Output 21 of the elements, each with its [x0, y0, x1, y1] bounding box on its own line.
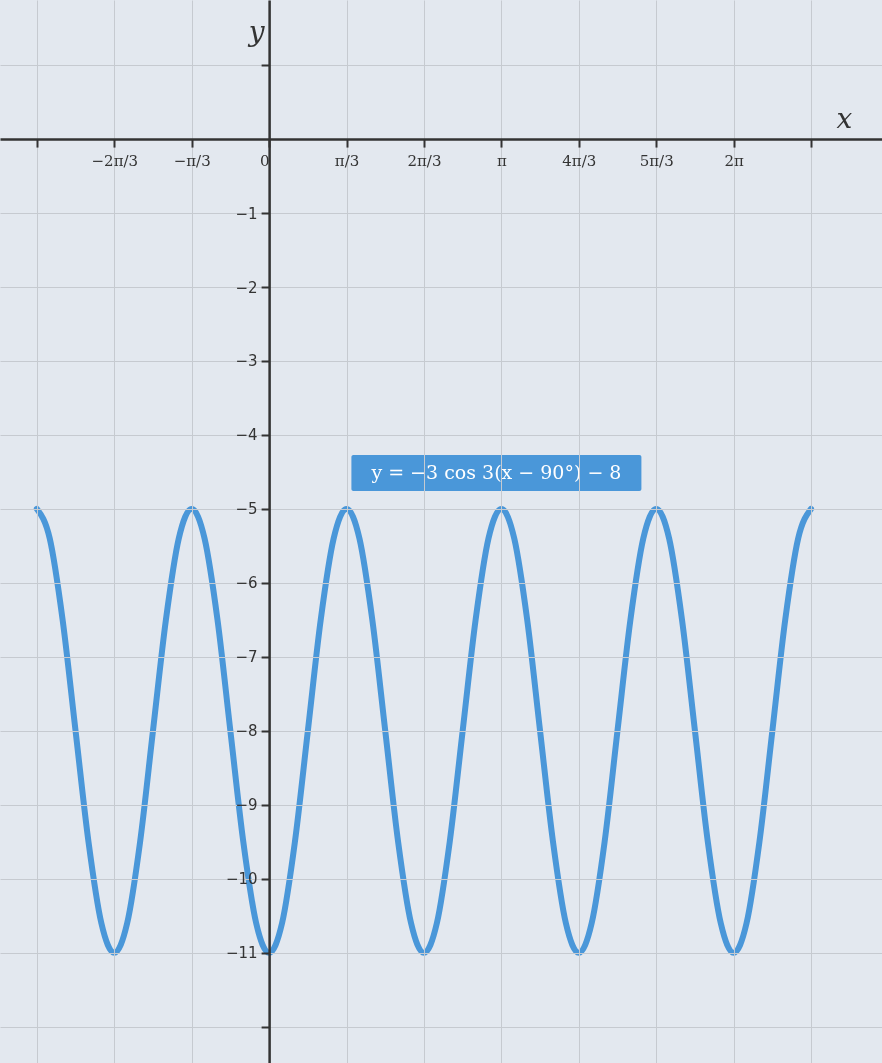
x-tick-label: π/3 — [334, 151, 360, 170]
x-tick-label: 4π/3 — [562, 151, 597, 170]
x-tick-label: 5π/3 — [639, 151, 674, 170]
y-tick-label: −8 — [235, 722, 258, 741]
x-axis-title: x — [836, 101, 853, 135]
y-axis-title: y — [246, 14, 266, 48]
x-tick-label: −2π/3 — [91, 151, 139, 170]
x-tick-label: 2π — [724, 151, 744, 170]
y-tick-label: −1 — [235, 204, 258, 223]
y-tick-label: −5 — [235, 500, 258, 519]
y-tick-label: −9 — [235, 796, 258, 815]
y-tick-label: −11 — [225, 944, 258, 963]
x-tick-label: −π/3 — [173, 151, 211, 170]
y-tick-label: −3 — [235, 352, 258, 371]
y-tick-label: −7 — [235, 648, 258, 667]
x-tick-label: 2π/3 — [407, 151, 442, 170]
y-tick-label: −10 — [225, 870, 258, 889]
y-tick-label: −2 — [235, 278, 258, 297]
y-tick-label: −6 — [235, 574, 258, 593]
x-tick-label: π — [496, 151, 507, 170]
y-tick-label: −4 — [235, 426, 258, 445]
